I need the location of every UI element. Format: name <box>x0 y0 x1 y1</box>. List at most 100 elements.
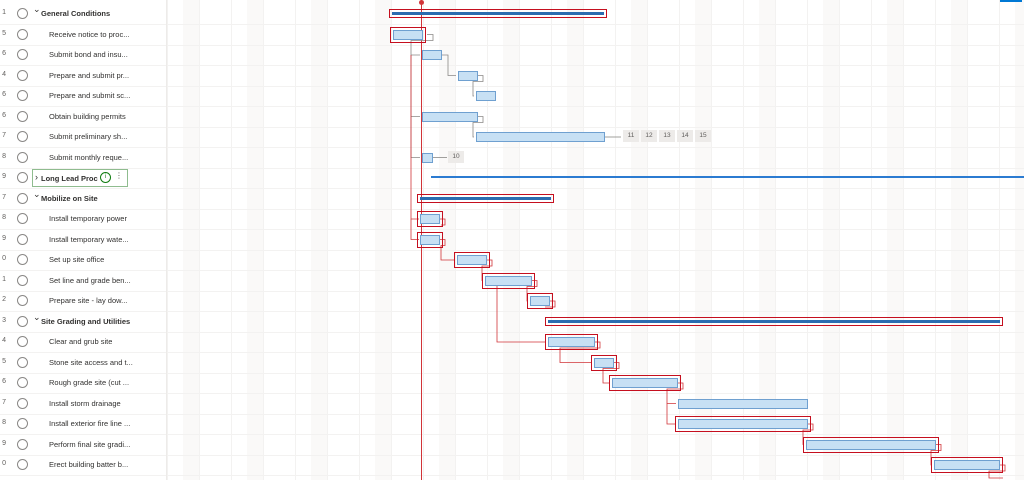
overflow-chip[interactable]: 15 <box>695 130 711 142</box>
summary-bar[interactable] <box>417 193 554 203</box>
task-bar[interactable] <box>458 70 478 81</box>
chevron-down-icon[interactable]: ⌄ <box>33 311 41 322</box>
complete-checkbox[interactable] <box>17 438 28 450</box>
task-title[interactable]: Stone site access and t... <box>49 357 133 367</box>
complete-checkbox[interactable] <box>17 131 28 142</box>
complete-checkbox[interactable] <box>17 377 28 388</box>
complete-checkbox[interactable] <box>17 90 28 101</box>
overflow-chip[interactable]: 11 <box>623 130 639 142</box>
task-row[interactable]: 5 Stone site access and t... <box>0 353 166 374</box>
complete-checkbox[interactable] <box>17 213 28 224</box>
task-bar[interactable] <box>390 26 426 43</box>
task-row[interactable]: 5 Receive notice to proc... <box>0 25 166 46</box>
task-title[interactable]: Clear and grub site <box>49 337 113 346</box>
complete-checkbox[interactable] <box>17 172 28 183</box>
complete-checkbox[interactable] <box>17 459 28 470</box>
complete-checkbox[interactable] <box>17 356 28 368</box>
task-row[interactable]: 4 Prepare and submit pr... <box>0 66 166 87</box>
task-bar[interactable] <box>454 252 490 268</box>
task-title[interactable]: Submit bond and insu... <box>49 50 128 59</box>
task-bar[interactable] <box>422 111 478 122</box>
task-row[interactable]: 6 Obtain building permits <box>0 107 166 128</box>
task-row[interactable]: 8 Install temporary power <box>0 209 166 230</box>
summary-line[interactable] <box>431 176 1024 178</box>
complete-checkbox[interactable] <box>17 110 28 122</box>
complete-checkbox[interactable] <box>17 397 28 409</box>
task-bar[interactable] <box>417 231 443 248</box>
task-row[interactable]: 6 Rough grade site (cut ... <box>0 373 166 394</box>
task-bar[interactable] <box>476 132 605 142</box>
task-row[interactable]: 9 Install temporary wate... <box>0 230 166 251</box>
task-title[interactable]: Submit preliminary sh... <box>49 132 128 141</box>
task-bar[interactable] <box>417 211 443 227</box>
task-bar[interactable] <box>422 152 433 163</box>
complete-checkbox[interactable] <box>17 233 28 245</box>
complete-checkbox[interactable] <box>17 336 28 347</box>
task-row[interactable]: 1 Set line and grade ben... <box>0 271 166 292</box>
complete-checkbox[interactable] <box>17 192 28 204</box>
task-title[interactable]: Rough grade site (cut ... <box>49 378 130 387</box>
task-title[interactable]: Site Grading and Utilities <box>41 316 131 326</box>
overflow-chip[interactable]: 10 <box>448 150 464 163</box>
summary-bar[interactable] <box>545 316 1003 326</box>
task-title[interactable]: Mobilize on Site <box>41 193 98 203</box>
chevron-right-icon[interactable]: › <box>35 172 38 182</box>
task-row[interactable]: 1 ⌄ General Conditions <box>0 4 166 25</box>
task-title[interactable]: Set line and grade ben... <box>49 275 131 285</box>
complete-checkbox[interactable] <box>17 295 28 306</box>
task-row[interactable]: 8 Install exterior fire line ... <box>0 414 166 435</box>
task-bar[interactable] <box>422 50 442 60</box>
task-title[interactable]: Perform final site gradi... <box>49 439 131 449</box>
task-bar[interactable] <box>678 398 808 409</box>
task-row[interactable]: 3 ⌄ Site Grading and Utilities <box>0 312 166 333</box>
task-title[interactable]: Long Lead Proc <box>41 174 98 183</box>
task-bar[interactable] <box>803 436 939 453</box>
task-row[interactable]: 7 Install storm drainage <box>0 394 166 415</box>
task-bar[interactable] <box>476 91 496 101</box>
overflow-chip[interactable]: 14 <box>677 130 693 142</box>
task-bar[interactable] <box>931 457 1003 473</box>
task-bar[interactable] <box>609 375 681 391</box>
task-row[interactable]: 4 Clear and grub site <box>0 332 166 353</box>
complete-checkbox[interactable] <box>17 274 28 286</box>
complete-checkbox[interactable] <box>17 151 28 163</box>
task-row[interactable]: 6 Submit bond and insu... <box>0 45 166 66</box>
complete-checkbox[interactable] <box>17 418 28 429</box>
task-title[interactable]: Install storm drainage <box>49 398 121 408</box>
task-title[interactable]: Prepare and submit sc... <box>49 91 131 100</box>
task-title[interactable]: Obtain building permits <box>49 111 126 121</box>
task-bar[interactable] <box>591 354 617 371</box>
task-title[interactable]: Prepare and submit pr... <box>49 70 130 80</box>
task-title[interactable]: General Conditions <box>41 9 111 18</box>
task-row[interactable]: 9 Perform final site gradi... <box>0 435 166 456</box>
task-title[interactable]: Install temporary power <box>49 214 127 223</box>
task-row[interactable]: 2 Prepare site - lay dow... <box>0 291 166 312</box>
complete-checkbox[interactable] <box>17 49 28 60</box>
task-title[interactable]: Install exterior fire line ... <box>49 419 131 428</box>
complete-checkbox[interactable] <box>17 69 28 81</box>
task-bar[interactable] <box>482 272 535 289</box>
chevron-down-icon[interactable]: ⌄ <box>33 4 41 14</box>
info-icon[interactable]: i <box>100 172 111 183</box>
task-title[interactable]: Submit monthly reque... <box>49 152 129 162</box>
summary-bar[interactable] <box>389 9 607 18</box>
task-row[interactable]: 8 Submit monthly reque... <box>0 148 166 169</box>
task-row[interactable]: 6 Prepare and submit sc... <box>0 86 166 107</box>
task-row[interactable]: 7 ⌄ Mobilize on Site <box>0 189 166 210</box>
task-row[interactable]: 9 › Long Lead Proc i ⋮ <box>0 168 166 189</box>
complete-checkbox[interactable] <box>17 8 28 19</box>
task-title[interactable]: Erect building batter b... <box>49 460 129 469</box>
task-row[interactable]: 7 Submit preliminary sh... <box>0 127 166 148</box>
task-bar[interactable] <box>675 416 811 432</box>
overflow-chip[interactable]: 12 <box>641 130 657 142</box>
task-title[interactable]: Prepare site - lay dow... <box>49 296 128 305</box>
task-row[interactable]: 0 Erect building batter b... <box>0 455 166 476</box>
task-title[interactable]: Install temporary wate... <box>49 234 129 244</box>
complete-checkbox[interactable] <box>17 28 28 40</box>
complete-checkbox[interactable] <box>17 315 28 327</box>
complete-checkbox[interactable] <box>17 254 28 265</box>
title-edit-box[interactable]: › Long Lead Proc i ⋮ <box>32 169 128 187</box>
task-title[interactable]: Set up site office <box>49 255 105 264</box>
task-bar[interactable] <box>545 334 598 350</box>
chevron-down-icon[interactable]: ⌄ <box>33 188 41 199</box>
